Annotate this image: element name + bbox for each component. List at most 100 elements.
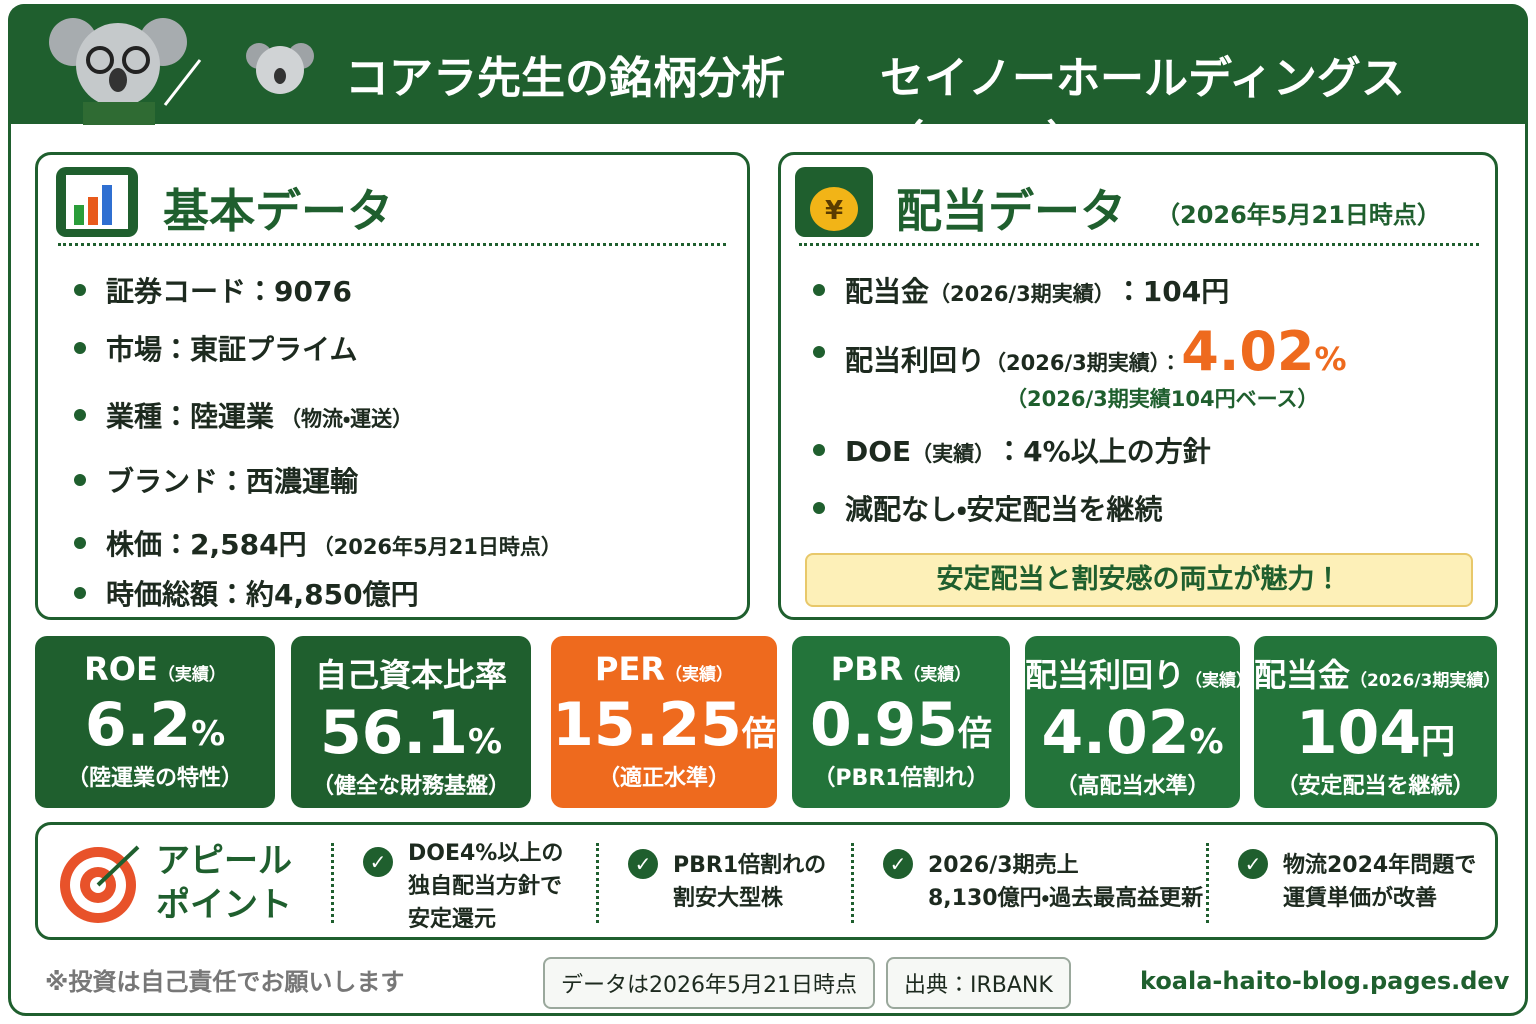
appeal-line: DOE4%以上の — [408, 841, 564, 866]
separator — [1206, 843, 1209, 923]
basic-item: 時価総額： 約4,850億円 — [74, 573, 419, 613]
metric-value-row: 6.2% — [35, 690, 275, 760]
metric-value-row: 15.25倍 — [551, 690, 777, 760]
money-icon: ¥ — [795, 167, 873, 237]
dividend-title: 配当データ — [896, 184, 1126, 238]
koala-icon — [246, 43, 314, 94]
site-url: koala-haito-blog.pages.dev — [1140, 967, 1510, 995]
metric-caption: （適正水準） — [597, 766, 730, 791]
divider — [58, 243, 726, 246]
metric-unit: 倍 — [741, 714, 776, 754]
metric-note: （実績） — [1185, 671, 1254, 691]
metric-card: 配当金（2026/3期実績） 104円 （安定配当を継続） — [1254, 636, 1501, 808]
metric-value-row: 0.95倍 — [792, 690, 1010, 760]
label: 株価： — [106, 528, 191, 561]
basic-item: 市場： 東証プライム — [74, 328, 357, 368]
value: 東証プライム — [190, 333, 358, 366]
yield-basis: （2026/3期実績104円ベース） — [1006, 387, 1319, 411]
metric-value: 0.95 — [809, 690, 959, 760]
metric-value-row: 104円 — [1254, 698, 1497, 768]
bullet — [813, 284, 825, 296]
label: 業種： — [106, 400, 191, 433]
check-icon: ✓ — [1238, 849, 1268, 879]
dividend-item: 配当利回り （2026/3期実績）： 4.02% — [813, 320, 1347, 383]
appeal-point: PBR1倍割れの 割安大型株 — [673, 849, 826, 915]
metric-card: ROE（実績） 6.2% （陸運業の特性） — [35, 636, 275, 808]
target-icon — [60, 845, 140, 923]
metric-name: ROE — [84, 650, 158, 688]
bullet — [74, 409, 86, 421]
svg-text:¥: ¥ — [825, 196, 843, 226]
appeal-title-line: アピール — [156, 841, 292, 881]
title: コアラ先生の銘柄分析 — [345, 53, 785, 104]
appeal-title-line: ポイント — [156, 885, 292, 925]
metric-card: 自己資本比率 56.1% （健全な財務基盤） — [291, 636, 531, 808]
bullet — [74, 587, 86, 599]
bullet — [813, 502, 825, 514]
separator — [851, 843, 854, 923]
value: 陸運業 — [190, 400, 275, 433]
bullet — [74, 284, 86, 296]
dividend-panel: ¥ 配当データ （2026年5月21日時点） 配当金 （2026/3期実績） ：10… — [778, 152, 1498, 620]
bullet — [813, 345, 825, 358]
date-tag: データは2026年5月21日時点 — [543, 957, 875, 1009]
note: （2026年5月21日時点） — [312, 535, 562, 559]
label: 証券コード： — [106, 275, 275, 308]
koala-teacher — [49, 18, 202, 125]
highlight: 安定配当と割安感の両立が魅力！ — [805, 553, 1473, 607]
appeal-line: 割安大型株 — [673, 886, 784, 911]
metric-note: （実績） — [664, 665, 733, 685]
basic-panel: 基本データ 証券コード： 9076 市場： 東証プライム 業種： 陸運業 （物流・運送） ブラ… — [35, 152, 750, 620]
dividend-item: 減配なし・安定配当を継続 — [813, 488, 1163, 528]
label: ブランド： — [106, 465, 247, 498]
basic-item: 株価： 2,584円 （2026年5月21日時点） — [74, 523, 562, 563]
label: 配当利回り — [845, 344, 986, 377]
metric-note: （実績） — [903, 665, 972, 685]
note: （実績） — [911, 442, 996, 466]
metric-title: ROE（実績） — [35, 650, 275, 688]
metric-caption: （PBR1倍割れ） — [813, 766, 989, 791]
metric-unit: % — [191, 714, 226, 754]
metric-name: 配当利回り — [1025, 656, 1186, 694]
value: ：4%以上の方針 — [995, 435, 1211, 468]
label: 市場： — [106, 333, 191, 366]
appeal-line: 安定還元 — [408, 907, 497, 932]
check-icon: ✓ — [628, 849, 658, 879]
metric-value: 6.2 — [84, 690, 192, 760]
metric-caption: （陸運業の特性） — [66, 766, 243, 791]
metric-title: 配当金（2026/3期実績） — [1254, 650, 1501, 696]
metric-caption: （高配当水準） — [1055, 774, 1210, 799]
disclaimer: ※投資は自己責任でお願いします — [45, 968, 405, 996]
unit: % — [1314, 340, 1347, 378]
metric-value-row: 4.02% — [1025, 698, 1240, 768]
value: 9076 — [274, 275, 352, 308]
divider — [799, 243, 1479, 246]
label: 減配なし・安定配当を継続 — [845, 493, 1163, 526]
appeal-point: 2026/3期売上 8,130億円・過去最高益更新 — [928, 849, 1203, 915]
metric-value: 15.25 — [552, 690, 742, 760]
metric-title: 自己資本比率 — [291, 650, 531, 696]
metric-name: 配当金 — [1254, 656, 1351, 694]
note: （2026/3期実績）： — [985, 351, 1182, 375]
metric-name: 自己資本比率 — [314, 656, 507, 694]
metric-name: PER — [595, 650, 665, 688]
value: 約4,850億円 — [246, 578, 419, 611]
appeal-line: 2026/3期売上 — [928, 853, 1079, 878]
dividend-item: DOE （実績） ：4%以上の方針 — [813, 430, 1211, 470]
appeal-line: 物流2024年問題で — [1283, 853, 1477, 878]
appeal-point: 物流2024年問題で 運賃単価が改善 — [1283, 849, 1476, 915]
basic-item: 証券コード： 9076 — [74, 270, 352, 310]
metric-value: 56.1 — [319, 698, 468, 768]
metric-note: （2026/3期実績） — [1350, 671, 1501, 691]
appeal-line: 運賃単価が改善 — [1283, 886, 1438, 911]
note: （物流・運送） — [280, 407, 414, 431]
metric-caption: （安定配当を継続） — [1276, 774, 1475, 799]
separator — [596, 843, 599, 923]
appeal-panel: アピール ポイント ✓ DOE4%以上の 独自配当方針で 安定還元 ✓ PBR1倍割れの 割安… — [35, 822, 1498, 940]
metric-value: 4.02 — [1041, 698, 1190, 768]
label: 配当金 — [845, 275, 930, 308]
label: 時価総額： — [106, 578, 247, 611]
dividend-item: 配当金 （2026/3期実績） ：104円 — [813, 270, 1229, 310]
check-icon: ✓ — [883, 849, 913, 879]
